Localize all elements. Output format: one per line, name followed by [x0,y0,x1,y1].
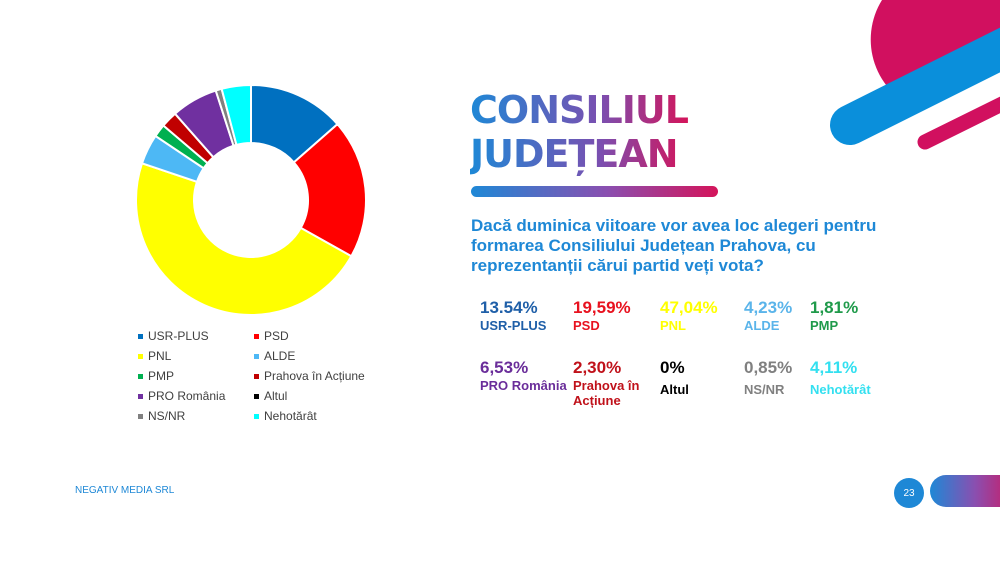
legend-swatch [254,333,259,339]
legend-swatch [254,353,259,359]
legend-label: PRO România [148,389,226,403]
result-item: 6,53% PRO România [480,358,570,393]
result-percent: 13.54% [480,298,538,317]
legend-label: PMP [148,369,175,383]
legend-label: NS/NR [148,409,186,423]
result-percent: 4,23% [744,298,793,317]
title-underline [471,186,718,197]
result-label: ALDE [744,318,780,333]
result-item: 2,30% Prahova în Acțiune [573,358,663,408]
result-item: 4,23% ALDE [744,298,834,333]
result-label: NS/NR [744,382,785,397]
result-label: PSD [573,318,600,333]
legend-item: ALDE [254,348,394,364]
legend-item: PRO România [138,388,254,404]
result-percent: 47,04% [660,298,718,317]
result-item: 13.54% USR-PLUS [480,298,570,333]
legend-swatch [254,393,259,399]
result-percent: 1,81% [810,298,859,317]
footer-company: NEGATIV MEDIA SRL [75,485,175,496]
result-item: 0,85% NS/NR [744,358,834,397]
legend-swatch [138,393,143,399]
legend-item: Altul [254,388,394,404]
result-percent: 2,30% [573,358,622,377]
legend-swatch [254,373,259,379]
legend-item: Nehotărât [254,408,394,424]
legend-label: PNL [148,349,172,363]
legend-swatch [138,333,143,339]
legend-swatch [138,353,143,359]
result-percent: 6,53% [480,358,529,377]
result-item: 4,11% Nehotărât [810,358,900,397]
result-percent: 0,85% [744,358,793,377]
decor-magenta-stripe [917,96,1000,150]
page-title: CONSILIUL JUDEȚEAN [470,88,688,176]
survey-question: Dacă duminica viitoare vor avea loc aleg… [471,216,877,275]
decor-footer-pill [930,475,1000,507]
legend-label: ALDE [264,349,296,363]
legend-label: PSD [264,329,289,343]
slice-nehot-r-t [220,83,252,147]
result-label: Nehotărât [810,382,871,397]
title-line-1: CONSILIUL [470,88,688,132]
legend-label: Nehotărât [264,409,317,423]
legend-item: Prahova în Acțiune [254,368,394,384]
legend-item: NS/NR [138,408,254,424]
result-percent: 19,59% [573,298,631,317]
result-percent: 4,11% [810,358,858,377]
legend-label: USR-PLUS [148,329,209,343]
slice-pnl [135,162,353,316]
result-item: 0% Altul [660,358,750,397]
legend-swatch [254,413,259,419]
page-number: 23 [894,478,924,508]
legend-label: Prahova în Acțiune [264,369,365,383]
result-item: 1,81% PMP [810,298,900,333]
title-line-2: JUDEȚEAN [470,132,678,176]
legend-swatch [138,413,143,419]
legend-swatch [138,373,143,379]
result-percent: 0% [660,358,685,377]
decor-blue-stripe [830,27,1000,145]
result-item: 19,59% PSD [573,298,663,333]
result-item: 47,04% PNL [660,298,750,333]
result-label: PNL [660,318,686,333]
result-label: PMP [810,318,839,333]
result-label: USR-PLUS [480,318,547,333]
legend-item: PNL [138,348,254,364]
legend-item: PSD [254,328,394,344]
result-label: Altul [660,382,689,397]
legend-item: PMP [138,368,254,384]
result-label: Prahova în Acțiune [573,378,640,408]
legend-label: Altul [264,389,288,403]
result-label: PRO România [480,378,567,393]
legend-item: USR-PLUS [138,328,254,344]
chart-legend: USR-PLUS PSD PNL ALDE PMP Prahova în Acțiune P… [138,328,398,424]
